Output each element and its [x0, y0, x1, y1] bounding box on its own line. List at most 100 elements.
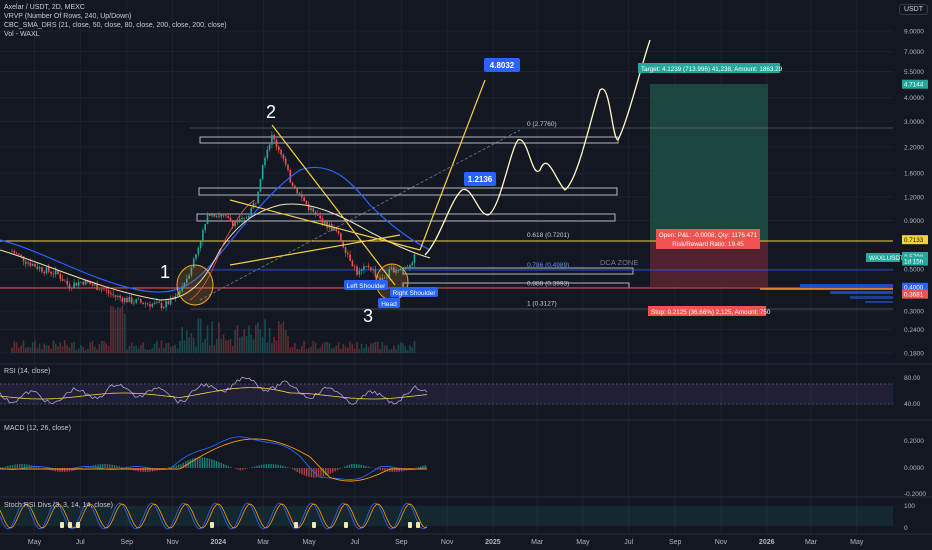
volume-bar — [48, 345, 50, 353]
macd-bar — [7, 465, 9, 468]
wave-2-label: 2 — [266, 102, 276, 122]
candle-body — [22, 256, 25, 262]
projection-path — [424, 39, 651, 256]
macd-bar — [54, 468, 56, 472]
volume-bar — [36, 347, 39, 353]
candle-body — [137, 299, 140, 300]
candle-body — [121, 297, 124, 302]
price-tag-box — [902, 235, 928, 245]
volume-bar — [337, 342, 340, 353]
volume-bar — [278, 321, 280, 353]
macd-bar — [230, 466, 232, 468]
volume-bar — [20, 345, 22, 353]
price-tag-box — [902, 79, 928, 89]
macd-bar — [263, 464, 265, 468]
ticker-tag-text: WAXLUSDT — [869, 255, 904, 262]
macd-bar — [419, 466, 422, 468]
volume-bar — [266, 342, 269, 353]
macd-bar — [194, 457, 196, 468]
candle-body — [337, 231, 340, 234]
macd-pane-title[interactable]: MACD (12, 26, close) — [4, 425, 71, 432]
fib-level-label: 1 (0.3127) — [527, 301, 557, 308]
candle-body — [229, 217, 232, 222]
candle-body — [77, 282, 80, 286]
volume-bar — [374, 342, 377, 353]
stoch-band — [0, 506, 893, 526]
macd-bar — [343, 466, 346, 468]
stop-label-text: Stop: 0.2125 (36.66%) 2,125, Amount: 750 — [651, 309, 771, 316]
volume-bar — [222, 334, 225, 353]
candle-body — [84, 280, 87, 285]
macd-bar — [246, 468, 249, 469]
y-tick-label: 0.1800 — [904, 351, 924, 358]
fib-level-label: 0.618 (0.7201) — [527, 232, 569, 239]
rsi-ma-line — [0, 387, 428, 400]
y-tick-label: 0.3000 — [904, 308, 924, 315]
candle-body — [213, 214, 216, 217]
candle-body — [119, 295, 121, 298]
macd-bar — [268, 464, 270, 468]
candle-body — [13, 251, 16, 254]
volume-bar — [413, 340, 416, 353]
price-axis[interactable]: 9.0000 7.0000 5.5000 4.0000 3.0000 2.2000 1.60… — [904, 29, 924, 358]
volume-bar — [181, 326, 183, 353]
macd-bar — [244, 468, 246, 470]
candle-body — [222, 214, 225, 216]
volume-bar — [98, 343, 101, 353]
volume-bar — [393, 345, 395, 353]
indicator-volume[interactable]: Vol - WAXL — [4, 31, 40, 38]
candle-body — [245, 218, 248, 219]
volume-bar — [310, 346, 312, 353]
symbol-title[interactable]: Axelar / USDT, 2D, MEXC — [4, 4, 85, 11]
candle-body — [128, 297, 131, 303]
candle-body — [123, 297, 126, 302]
volume-bar — [121, 305, 124, 353]
volume-bar — [340, 348, 342, 353]
x-tick-label: Jul — [350, 539, 359, 546]
candle-body — [365, 265, 367, 267]
stoch-marker — [68, 522, 72, 528]
macd-bar — [56, 468, 59, 472]
candle-body — [54, 270, 57, 275]
macd-bar — [220, 462, 223, 468]
volume-bar — [61, 346, 64, 353]
candle-body — [176, 293, 179, 297]
volume-bar — [335, 345, 338, 353]
rsi-pane-title[interactable]: RSI (14, close) — [4, 368, 51, 375]
candle-body — [38, 267, 41, 269]
macd-bar — [177, 464, 180, 468]
candle-body — [167, 301, 170, 305]
macd-bar — [381, 468, 384, 471]
volume-bar — [225, 340, 227, 353]
candle-body — [43, 271, 45, 274]
volume-bar — [388, 349, 390, 353]
volume-bar — [319, 347, 321, 353]
candle-body — [197, 247, 200, 255]
left-shoulder-text: Left Shoulder — [347, 283, 387, 290]
volume-bar — [307, 348, 310, 353]
stoch-pane-title[interactable]: Stoch RSI Divs (3, 3, 14, 14, close) — [4, 502, 113, 509]
macd-bar — [327, 468, 329, 475]
currency-badge[interactable]: USDT — [898, 4, 928, 15]
macd-bar — [351, 464, 353, 468]
trendline-dashed — [199, 129, 521, 301]
right-shoulder-tag — [390, 287, 438, 297]
macd-bar — [251, 467, 253, 468]
macd-bar — [85, 467, 87, 468]
ticker-tag-box — [866, 253, 900, 262]
candle-body — [289, 169, 292, 183]
x-tick-label: Jul — [624, 539, 633, 546]
indicator-vrvp[interactable]: VRVP (Number Of Rows, 240, Up/Down) — [4, 13, 132, 20]
indicator-sma[interactable]: CBC_SMA_DRS (21, close, 50, close, 80, c… — [4, 22, 227, 29]
candle-body — [103, 289, 105, 291]
time-axis[interactable]: May Jul Sep Nov 2024 Mar May Jul Sep Nov 2025 Mar Ma… — [28, 539, 864, 546]
volume-bar — [204, 338, 206, 353]
volume-bars — [11, 305, 416, 353]
macd-bar — [204, 457, 206, 468]
volume-bar — [133, 346, 135, 353]
macd-bar — [379, 468, 381, 471]
candle-body — [404, 267, 407, 269]
candle-body — [117, 295, 119, 297]
candle-body — [48, 267, 50, 272]
